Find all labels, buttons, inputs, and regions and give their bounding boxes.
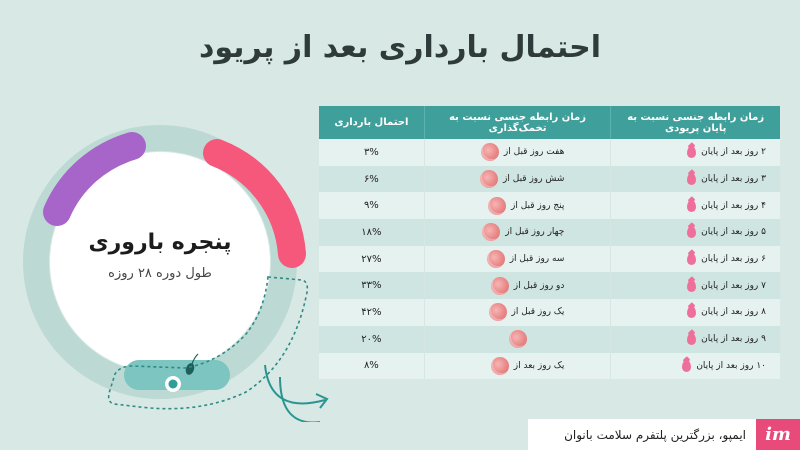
after-period-text: ۸ روز بعد از پایان xyxy=(701,307,766,318)
pregnancy-probability-table: زمان رابطه جنسی نسبت به پایان پریودی زما… xyxy=(319,106,780,380)
blood-drop-icon xyxy=(687,253,697,266)
blood-drop-icon xyxy=(687,199,697,212)
probability-value: ۲۰% xyxy=(319,325,425,353)
header-probability: احتمال بارداری xyxy=(319,106,425,139)
embryo-icon xyxy=(488,196,507,215)
embryo-icon xyxy=(480,170,499,189)
probability-value: ۸% xyxy=(319,352,425,380)
embryo-icon xyxy=(480,143,499,162)
after-period-text: ۳ روز بعد از پایان xyxy=(701,174,766,185)
ovulation-timing-text: یک روز قبل از xyxy=(511,307,565,318)
embryo-icon xyxy=(486,250,505,269)
after-period-text: ۲ روز بعد از پایان xyxy=(701,147,766,158)
table-row: ۵ روز بعد از پایان چهار روز قبل از ۱۸% xyxy=(319,219,780,246)
after-period-text: ۶ روز بعد از پایان xyxy=(701,254,766,265)
probability-value: ۴۲% xyxy=(319,299,425,326)
ovulation-timing-text: شش روز قبل از xyxy=(503,174,565,185)
blood-drop-icon xyxy=(687,306,697,319)
ovulation-timing-text: سه روز قبل از xyxy=(509,254,565,265)
after-period-text: ۱۰ روز بعد از پایان xyxy=(696,360,766,371)
probability-value: ۹% xyxy=(319,192,425,220)
table-row: ۷ روز بعد از پایان دو روز قبل از ۳۳% xyxy=(319,272,780,300)
probability-value: ۳% xyxy=(319,139,425,166)
blood-drop-icon xyxy=(687,226,697,239)
probability-value: ۳۳% xyxy=(319,272,425,300)
fertility-window-diagram: پنجره باروری طول دوره ۲۸ روزه xyxy=(20,122,320,422)
ovulation-timing-text: دو روز قبل از xyxy=(513,280,565,291)
blood-drop-icon xyxy=(682,359,692,372)
brand-tagline: ایمپو، بزرگترین پلتفرم سلامت بانوان xyxy=(564,427,746,442)
table-row: ۳ روز بعد از پایان شش روز قبل از ۶% xyxy=(319,165,780,193)
table-row: ۹ روز بعد از پایان ۲۰% xyxy=(319,325,780,353)
blood-drop-icon xyxy=(687,146,697,159)
header-after-period: زمان رابطه جنسی نسبت به پایان پریودی xyxy=(610,106,780,139)
blood-drop-icon xyxy=(687,333,697,346)
blood-drop-icon xyxy=(687,173,697,186)
probability-value: ۶% xyxy=(319,165,425,193)
ovulation-timing-text: هفت روز قبل از xyxy=(503,147,565,158)
table-row: ۴ روز بعد از پایان پنج روز قبل از ۹% xyxy=(319,192,780,220)
after-period-text: ۷ روز بعد از پایان xyxy=(701,280,766,291)
curved-arrow-icon xyxy=(264,364,329,409)
probability-value: ۱۸% xyxy=(319,219,425,246)
table-row: ۸ روز بعد از پایان یک روز قبل از ۴۲% xyxy=(319,299,780,326)
embryo-icon xyxy=(482,223,501,242)
ovulation-timing-text: پنج روز قبل از xyxy=(511,200,565,211)
page-title: احتمال بارداری بعد از پریود xyxy=(198,30,602,65)
cycle-ring-icon xyxy=(23,125,320,422)
table-row: ۱۰ روز بعد از پایان یک روز بعد از ۸% xyxy=(319,352,780,380)
embryo-icon xyxy=(490,276,509,295)
ovulation-timing-text: چهار روز قبل از xyxy=(505,227,565,238)
embryo-icon xyxy=(508,330,527,349)
ovulation-timing-text: یک روز بعد از xyxy=(513,360,565,371)
embryo-icon xyxy=(488,303,507,322)
after-period-text: ۴ روز بعد از پایان xyxy=(701,200,766,211)
impo-logo: im xyxy=(756,419,800,450)
after-period-text: ۹ روز بعد از پایان xyxy=(701,334,766,345)
blood-drop-icon xyxy=(687,279,697,292)
table-row: ۲ روز بعد از پایان هفت روز قبل از ۳% xyxy=(319,139,780,166)
header-relative-ovulation: زمان رابطه جنسی نسبت به تخمک‌گذاری xyxy=(423,106,611,139)
table-header-row: زمان رابطه جنسی نسبت به پایان پریودی زما… xyxy=(319,106,780,139)
probability-value: ۲۷% xyxy=(319,245,425,273)
after-period-text: ۵ روز بعد از پایان xyxy=(701,227,766,238)
table-row: ۶ روز بعد از پایان سه روز قبل از ۲۷% xyxy=(319,245,780,273)
embryo-icon xyxy=(490,356,509,375)
cycle-length-label: طول دوره ۲۸ روزه xyxy=(108,266,212,281)
fertility-window-title: پنجره باروری xyxy=(88,230,232,255)
brand-footer: im ایمپو، بزرگترین پلتفرم سلامت بانوان xyxy=(528,419,800,450)
